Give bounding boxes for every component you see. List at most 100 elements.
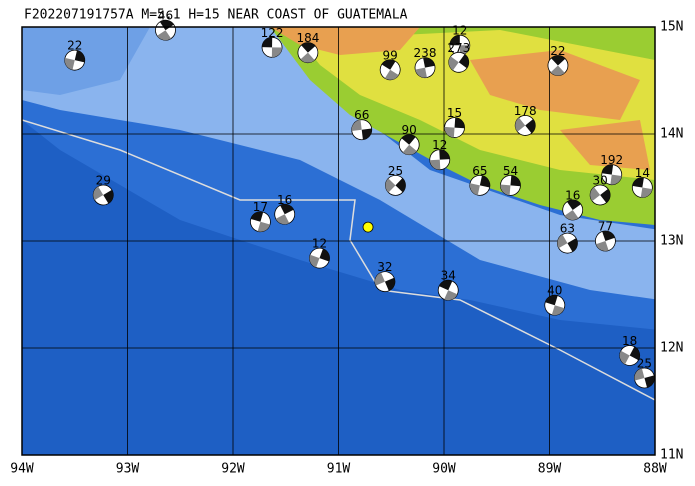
depth-label: 77 [598,220,613,234]
depth-label: 65 [472,164,487,178]
beachball-quadrant [454,117,465,129]
map-frame [21,26,656,456]
x-tick-label: 92W [221,462,245,477]
beachball-quadrant [159,20,174,31]
beachball-quadrant [448,56,459,71]
beachball-quadrant [262,37,273,48]
x-tick-label: 88W [643,462,667,477]
depth-label: 32 [377,260,392,274]
beachball-quadrant [632,177,644,188]
beachball [385,174,406,196]
beachball [274,203,296,225]
y-tick-label: 11N [660,448,683,463]
beachball-quadrant [525,119,536,134]
beachball-quadrant [590,187,601,202]
beachball-quadrant [415,67,427,78]
depth-label: 178 [514,104,537,118]
beachball-quadrant [449,35,460,46]
beachball [562,199,584,221]
depth-label: 15 [447,106,462,120]
beachball-quadrant [500,184,511,196]
depth-label: 54 [503,164,518,178]
beachball [351,119,373,141]
beachball-quadrant [610,174,622,185]
beachball-quadrant [429,159,441,170]
beachball [398,134,420,156]
beachball-quadrant [439,149,450,160]
y-tick-label: 14N [660,127,683,142]
depth-label: 40 [547,284,562,298]
beachball-quadrant [551,55,566,66]
x-tick-label: 89W [538,462,562,477]
beachball [589,184,611,206]
depth-label: 16 [277,193,292,207]
beachball-quadrant [374,272,385,286]
beachball [601,164,623,186]
beachball-quadrant [361,128,372,140]
depth-label: 12 [452,24,467,38]
beachball-quadrant [384,69,399,80]
beachball-quadrant [381,59,396,70]
beachball-quadrant [257,221,271,232]
beachball [448,51,470,73]
beachball [414,57,436,79]
beachball-quadrant [395,178,406,193]
beachball [64,49,86,71]
beachball-quadrant [600,188,611,203]
beachball-quadrant [444,290,458,301]
depth-label: 273 [447,41,470,55]
beachball-quadrant [385,178,396,193]
beachball-quadrant [93,186,104,201]
beachball [595,230,616,252]
depth-label: 122 [261,26,284,40]
depth-label: 90 [402,123,417,137]
depth-label: 29 [96,173,111,187]
beachball [379,59,401,81]
beachball [547,55,569,76]
beachball-quadrant [550,65,565,76]
beachball-quadrant [402,144,417,155]
beachball [261,36,283,58]
beachball-quadrant [479,175,490,188]
depth-label: 30 [592,173,607,187]
beachball-quadrant [601,164,614,175]
map-title: F202207191757A M=5.1 H=15 NEAR COAST OF … [24,8,408,23]
beachball-quadrant [634,368,645,381]
depth-label: 18 [622,334,637,348]
beachball-quadrant [510,175,521,187]
beachball-quadrant [629,346,640,361]
depth-label: 46 [158,9,173,23]
beachball-quadrant [595,241,609,251]
beachball [155,19,176,41]
depth-label: 25 [637,356,652,370]
beachball [631,177,653,198]
beachball [557,232,578,254]
beachball [92,184,114,206]
depth-label: 12 [432,138,447,152]
beachball-quadrant [275,214,290,225]
beachball-quadrant [566,200,581,210]
beachball [469,174,491,196]
beachball-quadrant [444,126,455,138]
beachball-quadrant [64,57,75,70]
beachball [297,42,319,64]
beachball-quadrant [103,189,114,204]
beachball-quadrant [567,238,578,252]
beachball-quadrant [469,183,480,196]
beachball-quadrant [384,277,395,291]
depth-label: 34 [441,269,456,283]
beachball-quadrant [557,234,568,249]
beachball [514,115,536,136]
beachball-quadrant [301,42,316,53]
depth-label: 25 [388,164,403,178]
beachball [634,367,655,389]
depth-label: 14 [635,166,650,180]
beachball-quadrant [564,209,579,220]
beachball-quadrant [602,231,615,241]
x-tick-label: 93W [116,462,140,477]
beachball-quadrant [551,305,565,316]
beachball-quadrant [351,119,362,131]
